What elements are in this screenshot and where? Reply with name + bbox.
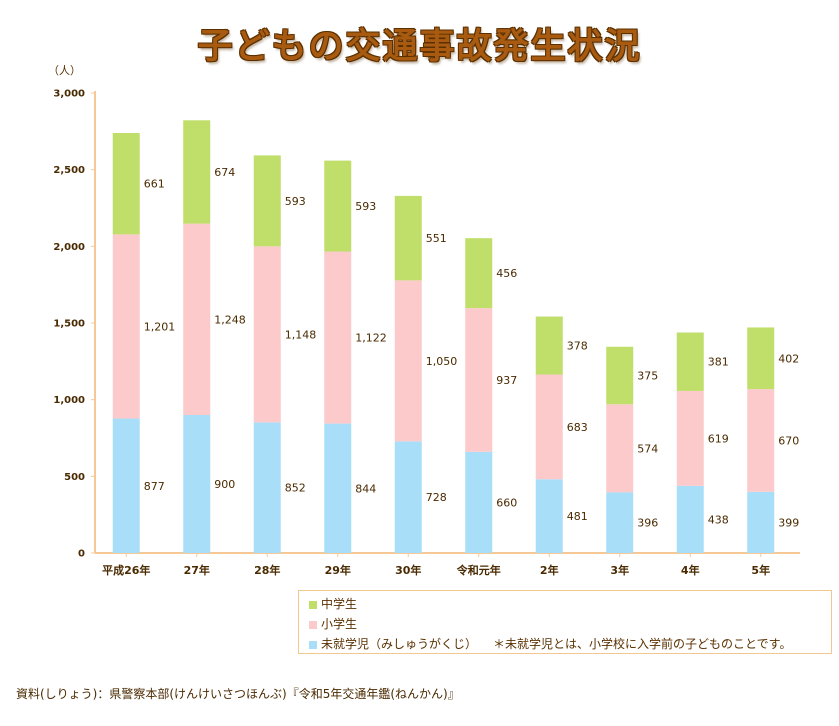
data-label: 551 xyxy=(426,232,447,245)
x-tick-label: 27年 xyxy=(184,563,210,577)
bar-segment xyxy=(465,451,493,553)
data-label: 661 xyxy=(144,178,165,191)
legend-swatch-elementary xyxy=(309,620,317,629)
bar-segment xyxy=(253,422,281,553)
data-label: 728 xyxy=(426,491,447,504)
data-label: 375 xyxy=(637,370,658,383)
data-label: 378 xyxy=(567,340,588,353)
data-label: 1,050 xyxy=(426,355,458,368)
data-label: 381 xyxy=(708,356,729,369)
x-tick-label: 4年 xyxy=(681,563,700,577)
legend: 中学生 小学生 未就学児（みしゅうがくじ） ＊未就学児とは、小学校に入学前の子ども… xyxy=(298,590,832,654)
legend-label-elementary: 小学生 xyxy=(321,617,358,631)
bar-segment xyxy=(535,479,563,553)
legend-item-preschool: 未就学児（みしゅうがくじ） ＊未就学児とは、小学校に入学前の子どものことです。 xyxy=(309,635,791,652)
data-label: 844 xyxy=(355,482,376,495)
x-tick-label: 5年 xyxy=(751,563,770,577)
bar-segment xyxy=(324,423,352,553)
bar-segment xyxy=(183,415,211,553)
legend-label-preschool: 未就学児（みしゅうがくじ） xyxy=(321,637,478,651)
bar-segment xyxy=(183,120,211,224)
y-tick-label: 2,500 xyxy=(53,165,85,176)
bar-segment xyxy=(676,332,704,391)
data-label: 396 xyxy=(637,517,658,530)
data-label: 1,201 xyxy=(144,320,176,333)
bar-segment xyxy=(112,133,140,235)
bar-segment xyxy=(676,485,704,553)
data-label: 619 xyxy=(708,432,729,445)
data-label: 438 xyxy=(708,513,729,526)
bar-segment xyxy=(747,491,775,553)
data-label: 402 xyxy=(778,352,799,365)
bar-segment xyxy=(606,492,634,553)
bar-segment xyxy=(535,374,563,480)
bar-segment xyxy=(676,390,704,486)
chart-title: 子どもの交通事故発生状況 xyxy=(197,27,642,67)
legend-swatch-junior-high xyxy=(309,600,317,609)
x-tick-label: 令和元年 xyxy=(456,563,501,577)
data-label: 660 xyxy=(496,496,517,509)
x-tick-label: 2年 xyxy=(540,563,559,577)
y-tick-label: 1,500 xyxy=(53,319,85,330)
x-tick-label: 30年 xyxy=(395,563,421,577)
x-tick-label: 29年 xyxy=(325,563,351,577)
bar-segment xyxy=(394,441,422,553)
source-note: 資料(しりょう)：県警察本部(けんけいさつほんぶ)『令和5年交通年鑑(ねんかん)… xyxy=(16,687,460,701)
data-label: 900 xyxy=(214,478,235,491)
bar-segment xyxy=(253,246,281,423)
legend-swatch-preschool xyxy=(309,640,317,649)
y-tick-label: 2,000 xyxy=(53,242,85,253)
bar-segment xyxy=(253,155,281,247)
data-label: 593 xyxy=(285,195,306,208)
bar-segment xyxy=(747,327,775,390)
data-label: 1,248 xyxy=(214,313,246,326)
x-tick-label: 3年 xyxy=(610,563,629,577)
x-tick-label: 28年 xyxy=(254,563,280,577)
data-label: 593 xyxy=(355,200,376,213)
data-label: 456 xyxy=(496,267,517,280)
data-label: 1,122 xyxy=(355,332,387,345)
stacked-bar-chart: 0 500 1,000 1,500 2,000 2,500 3,000 877 1,201 661… xyxy=(53,89,800,577)
data-label: 674 xyxy=(214,166,235,179)
y-tick-label: 1,000 xyxy=(53,395,85,406)
legend-item-junior-high: 中学生 xyxy=(309,595,357,612)
y-axis-unit: （人） xyxy=(48,64,81,77)
bar-segment xyxy=(112,418,140,553)
data-label: 1,148 xyxy=(285,328,317,341)
bar-segment xyxy=(465,308,493,452)
legend-item-elementary: 小学生 xyxy=(309,615,357,632)
data-label: 852 xyxy=(285,482,306,495)
bar-segment xyxy=(747,389,775,492)
y-tick-label: 500 xyxy=(64,472,85,483)
bar-segment xyxy=(324,160,352,252)
bar-segment xyxy=(606,404,634,493)
legend-label-junior-high: 中学生 xyxy=(321,597,358,611)
bar-segment xyxy=(465,238,493,309)
bar-segment xyxy=(324,251,352,424)
bar-segment xyxy=(394,195,422,281)
y-tick-label: 3,000 xyxy=(53,89,85,100)
data-label: 399 xyxy=(778,516,799,529)
y-tick-label: 0 xyxy=(78,549,85,560)
bar-segment xyxy=(112,234,140,419)
x-tick-label: 平成26年 xyxy=(102,563,150,577)
bar-segment xyxy=(394,280,422,442)
bar-segment xyxy=(606,346,634,405)
data-label: 574 xyxy=(637,442,658,455)
legend-note: ＊未就学児とは、小学校に入学前の子どものことです。 xyxy=(493,637,792,651)
data-label: 937 xyxy=(496,374,517,387)
data-label: 877 xyxy=(144,480,165,493)
bar-segment xyxy=(183,223,211,415)
bar-segment xyxy=(535,316,563,375)
data-label: 683 xyxy=(567,421,588,434)
data-label: 670 xyxy=(778,434,799,447)
data-label: 481 xyxy=(567,510,588,523)
